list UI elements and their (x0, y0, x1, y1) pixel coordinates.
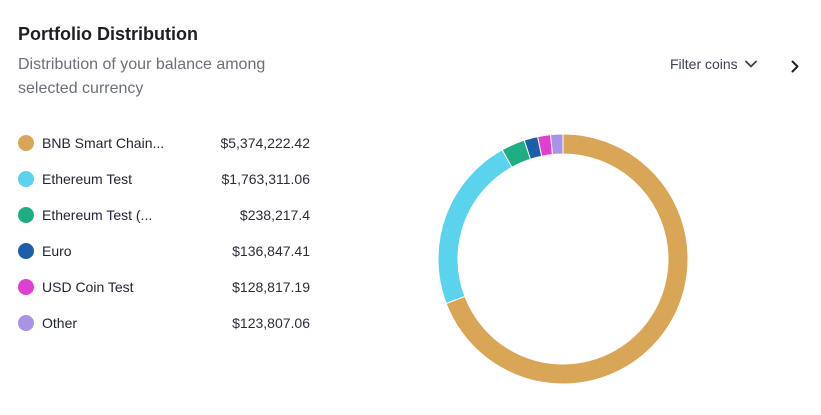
legend-name: USD Coin Test (42, 279, 134, 295)
legend-color-dot (18, 171, 34, 187)
donut-slice[interactable] (549, 133, 564, 156)
chevron-down-icon (744, 60, 757, 68)
next-button[interactable] (786, 56, 804, 76)
legend-item: Euro $136,847.41 (18, 233, 310, 269)
legend-color-dot (18, 135, 34, 151)
filter-coins-label: Filter coins (670, 56, 738, 72)
legend-color-dot (18, 279, 34, 295)
donut-slice[interactable] (445, 133, 689, 385)
page-title: Portfolio Distribution (18, 24, 198, 44)
legend-item: USD Coin Test $128,817.19 (18, 269, 310, 305)
legend-color-dot (18, 207, 34, 223)
filter-coins-button[interactable]: Filter coins (670, 56, 757, 72)
chart-legend: BNB Smart Chain... $5,374,222.42 Ethereum … (18, 125, 310, 341)
legend-value: $128,817.19 (232, 279, 310, 295)
legend-color-dot (18, 315, 34, 331)
legend-name: Ethereum Test (... (42, 207, 153, 223)
chevron-right-icon (791, 60, 799, 72)
legend-name: Ethereum Test (42, 171, 133, 187)
legend-value: $136,847.41 (232, 243, 310, 259)
legend-color-dot (18, 243, 34, 259)
legend-item: Ethereum Test $1,763,311.06 (18, 161, 310, 197)
legend-item: BNB Smart Chain... $5,374,222.42 (18, 125, 310, 161)
legend-value: $238,217.4 (239, 207, 310, 223)
legend-item: Ethereum Test (... $238,217.4 (18, 197, 310, 233)
legend-name: Other (42, 315, 78, 331)
legend-value: $5,374,222.42 (220, 135, 310, 151)
legend-value: $123,807.06 (232, 315, 310, 331)
legend-item: Other $123,807.06 (18, 305, 310, 341)
page-subtitle: Distribution of your balance among selec… (18, 56, 266, 97)
portfolio-donut-chart (437, 133, 689, 385)
legend-value: $1,763,311.06 (221, 171, 311, 187)
legend-name: Euro (42, 243, 72, 259)
donut-slice[interactable] (437, 149, 513, 305)
legend-name: BNB Smart Chain... (42, 135, 165, 151)
